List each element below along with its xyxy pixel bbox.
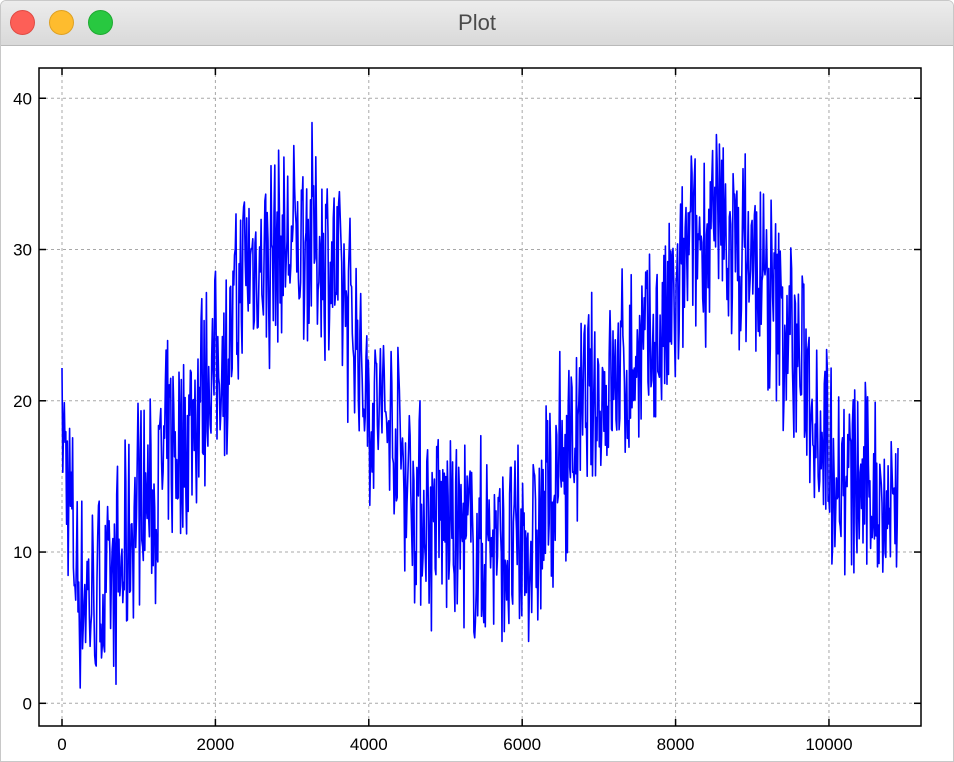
y-tick-label: 0 xyxy=(23,694,32,713)
y-tick-label: 30 xyxy=(13,241,32,260)
axis-ticks: 0 2000 4000 6000 8000 10000 0 10 20 30 40 xyxy=(13,68,921,754)
close-button[interactable] xyxy=(10,10,35,35)
axes-frame xyxy=(38,67,922,727)
y-tick-label: 40 xyxy=(13,89,32,108)
x-tick-label: 4000 xyxy=(350,735,388,754)
x-tick-label: 2000 xyxy=(196,735,234,754)
plot-area: 0 2000 4000 6000 8000 10000 0 10 20 30 40 xyxy=(1,46,953,761)
x-tick-label: 10000 xyxy=(805,735,852,754)
maximize-button[interactable] xyxy=(88,10,113,35)
title-bar[interactable]: Plot xyxy=(1,1,953,46)
grid-lines xyxy=(39,68,921,726)
y-tick-label: 10 xyxy=(13,543,32,562)
window-controls xyxy=(10,10,113,35)
x-tick-label: 0 xyxy=(57,735,66,754)
x-tick-label: 6000 xyxy=(503,735,541,754)
series-line xyxy=(61,121,899,689)
line-chart: 0 2000 4000 6000 8000 10000 0 10 20 30 40 xyxy=(13,67,922,754)
x-tick-label: 8000 xyxy=(657,735,695,754)
window-title: Plot xyxy=(458,10,496,35)
series-group xyxy=(61,121,899,689)
minimize-button[interactable] xyxy=(49,10,74,35)
y-tick-label: 20 xyxy=(13,392,32,411)
